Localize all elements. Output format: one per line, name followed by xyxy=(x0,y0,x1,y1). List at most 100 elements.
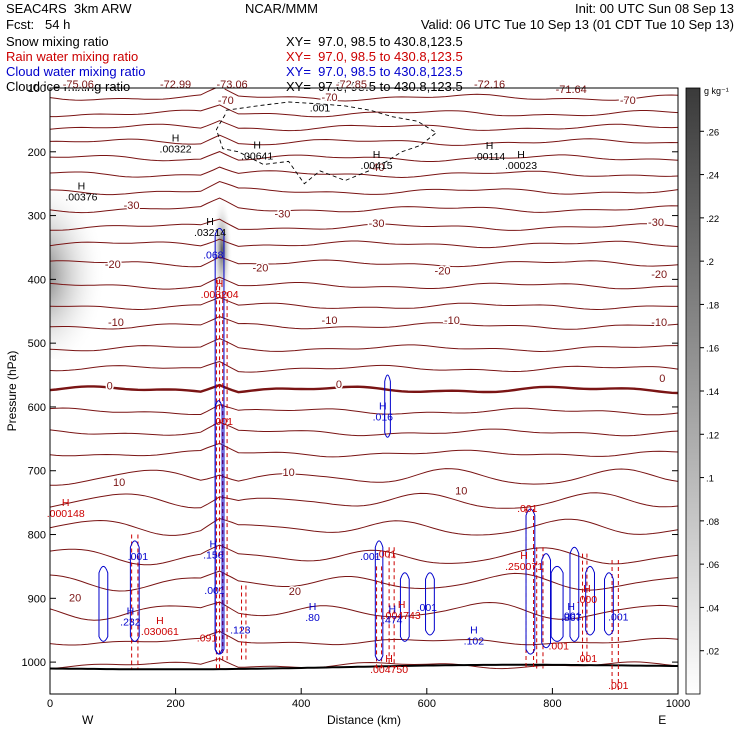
rain-label: H .003204 xyxy=(201,278,239,301)
isotherm-line xyxy=(50,180,678,196)
snow-label-line: .03214 xyxy=(194,227,226,239)
temperature-label-line: -20 xyxy=(252,263,268,275)
temperature-label-line: -20 xyxy=(435,265,451,277)
cloud-water-contour xyxy=(585,565,595,636)
cloud-water-label-line: .001 xyxy=(608,612,629,624)
cloud-water-contour xyxy=(550,565,564,642)
isotherm-line xyxy=(50,601,678,621)
temperature-label: -72.85 xyxy=(336,79,367,91)
temperature-label-line: -10 xyxy=(322,315,338,327)
rain-label: .091 xyxy=(197,633,218,645)
rain-label-line: .000 xyxy=(577,594,598,606)
header-org: NCAR/MMM xyxy=(245,1,318,16)
rain-label: .001 xyxy=(517,503,538,515)
temperature-label-line: 0 xyxy=(107,381,113,393)
temperature-label: 20 xyxy=(69,593,81,605)
rain-label-line: .004750 xyxy=(370,664,408,676)
temperature-label-line: -10 xyxy=(651,317,667,329)
field-xy-cloud-ice: XY= 97.0, 98.5 to 430.8,123.5 xyxy=(286,79,463,94)
rain-label-line: .030061 xyxy=(141,626,179,638)
isotherm-line xyxy=(50,383,678,395)
rain-contour xyxy=(215,279,221,669)
cloud-water-label-line: .867 xyxy=(561,612,582,624)
temperature-label-line: -10 xyxy=(108,317,124,329)
isotherm-line xyxy=(50,296,678,311)
snow-label-line: H xyxy=(253,140,261,152)
isotherm-line xyxy=(50,197,678,214)
header-model: SEAC4RS 3km ARW xyxy=(6,1,132,16)
snow-label-line: H xyxy=(172,133,180,145)
x-tick-label: 800 xyxy=(543,698,561,710)
x-tick-label: 400 xyxy=(292,698,310,710)
cloud-water-label-line: H xyxy=(470,624,478,636)
temperature-label: -20 xyxy=(252,263,268,275)
temperature-label-line: -70 xyxy=(620,95,636,107)
snow-label: H .03214 xyxy=(194,216,226,239)
cloud-water-contour xyxy=(374,540,384,661)
snow-label-line: .00023 xyxy=(505,160,537,172)
rain-label: H .004743 xyxy=(383,599,421,622)
temperature-label: -70 xyxy=(218,95,234,107)
temperature-label-line: -30 xyxy=(124,200,140,212)
field-name-cloud-water: Cloud water mixing ratio xyxy=(6,64,146,79)
rain-contour xyxy=(222,292,228,663)
temperature-label-line: 10 xyxy=(113,477,125,489)
cloud-water-label-line: H xyxy=(309,601,317,613)
isotherm-line xyxy=(50,337,678,353)
cloud-water-contour xyxy=(384,374,391,438)
cloud-water-label: H .232 xyxy=(120,605,141,628)
cloud-water-label-line: .001 xyxy=(417,602,438,614)
colorbar-tick-label: .08 xyxy=(706,517,719,528)
cloud-water-label-line: .001 xyxy=(128,551,149,563)
x-tick-label: 0 xyxy=(47,698,53,710)
temperature-label-line: 0 xyxy=(659,373,665,385)
rain-label-line: .000148 xyxy=(47,508,85,520)
rain-label-line: H xyxy=(216,278,224,290)
cloud-water-label-line: .001 xyxy=(561,610,582,622)
cloud-water-contour xyxy=(214,400,223,655)
temperature-label: 10 xyxy=(455,485,467,497)
snow-label: H .00023 xyxy=(505,149,537,172)
cloud-water-label-line: .80 xyxy=(305,612,320,624)
rain-contour xyxy=(241,585,247,663)
cloud-water-label-line: .102 xyxy=(464,635,485,647)
rain-label-line: H xyxy=(520,550,528,562)
temperature-label: -20 xyxy=(651,269,667,281)
isotherm-line xyxy=(50,360,678,373)
cloud-water-label: H .867 xyxy=(561,601,582,624)
cloud-water-label: .123 xyxy=(230,624,251,636)
temperature-label: 20 xyxy=(289,586,301,598)
cloud-water-label: H .474 xyxy=(382,603,403,626)
isotherm-line xyxy=(50,276,678,290)
temperature-label: -40 xyxy=(369,162,385,174)
cloud-water-label: H .016 xyxy=(373,401,394,424)
y-tick-label: 800 xyxy=(28,530,46,542)
temperature-label-line: 10 xyxy=(455,485,467,497)
colorbar-scale xyxy=(685,87,701,695)
colorbar-tick-label: .26 xyxy=(706,127,719,138)
temperature-label: -30 xyxy=(274,209,290,221)
cloud-water-label: .068 xyxy=(203,249,224,261)
header-fcst: Fcst: 54 h xyxy=(6,17,71,32)
isotherm-line xyxy=(50,238,678,249)
field-xy-cloud-water: XY= 97.0, 98.5 to 430.8,123.5 xyxy=(286,64,463,79)
temperature-label: -30 xyxy=(369,218,385,230)
cloud-water-label: H .102 xyxy=(464,624,485,647)
temperature-label-line: -20 xyxy=(651,269,667,281)
cloud-water-contour xyxy=(604,572,614,636)
temperature-label: -72.16 xyxy=(474,79,505,91)
temperature-label: -20 xyxy=(435,265,451,277)
rain-label-line: H xyxy=(156,615,164,627)
direction-west: W xyxy=(82,713,94,727)
rain-contour xyxy=(536,547,544,669)
rain-label: H .000148 xyxy=(47,497,85,520)
cloud-water-contour xyxy=(399,572,410,642)
temperature-label-line: -72.85 xyxy=(336,79,367,91)
rain-label: .001 xyxy=(212,416,233,428)
cloud-water-label-line: H xyxy=(127,605,135,617)
temperature-label: -10 xyxy=(322,315,338,327)
rain-label: H .030061 xyxy=(141,615,179,638)
temperature-label-line: -73.06 xyxy=(216,79,247,91)
temperature-label: -10 xyxy=(651,317,667,329)
isotherm-line xyxy=(50,404,678,416)
